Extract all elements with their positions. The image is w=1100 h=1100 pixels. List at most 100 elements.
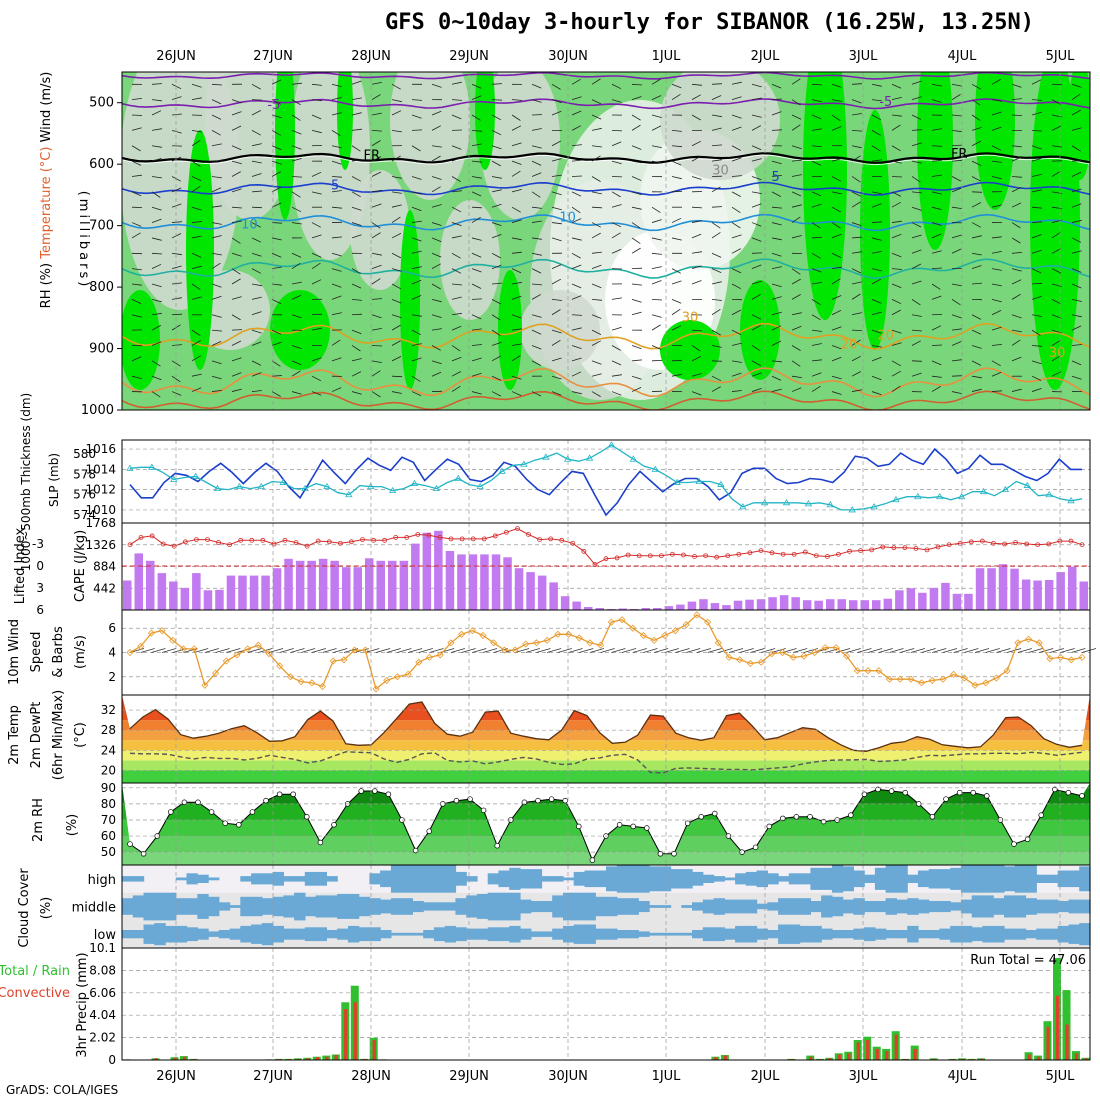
wind-barb: [131, 283, 142, 286]
wind-barb: [871, 203, 882, 208]
rh-moist-region: [975, 72, 1015, 210]
wind-barb: [851, 83, 863, 85]
wind-barb: [1028, 648, 1043, 653]
wind-barb: [871, 278, 881, 285]
wind-barb: [911, 372, 922, 377]
wind-barb: [311, 191, 322, 195]
wind-barb: [771, 98, 783, 101]
wind-barb: [491, 160, 501, 167]
wind-barb: [251, 360, 262, 366]
wind-speed-point: [950, 670, 958, 678]
cloud-cell: [595, 928, 607, 940]
wind-barb: [536, 648, 551, 653]
rh-point: [970, 789, 976, 796]
wind-barb: [351, 145, 361, 152]
wind-barb: [211, 99, 222, 105]
cloud-cell: [208, 896, 220, 917]
date-label-top: 29JUN: [449, 49, 489, 64]
wind-barb: [991, 204, 1002, 208]
wind-unit-label: (m/s): [73, 635, 88, 669]
rh-point: [807, 814, 813, 820]
cloud-cell: [433, 927, 446, 942]
date-label-bottom: 30JUN: [548, 1069, 588, 1084]
lifted-index-point: [503, 529, 509, 535]
cloud-cell: [724, 899, 736, 914]
rh-point: [902, 789, 908, 796]
rh-mask: [122, 783, 1090, 861]
wind-barb: [461, 648, 476, 653]
wind-barb: [531, 314, 542, 318]
wind-barb: [1071, 375, 1082, 380]
wind-barb: [611, 129, 623, 132]
wind-barb: [631, 247, 641, 254]
y-tick-label: 800: [89, 280, 114, 295]
precip-convective-bar: [961, 1058, 965, 1060]
wind-barb: [811, 236, 823, 239]
wind-barb: [1031, 129, 1043, 132]
wind-barb: [171, 252, 182, 256]
wind-speed-point: [158, 627, 166, 635]
wind-barb: [251, 206, 263, 209]
wind-barb: [131, 160, 142, 166]
wind-barb: [951, 248, 962, 254]
dewpt-axis-label: 2m DewPt: [29, 702, 44, 769]
wind-barb: [191, 296, 202, 300]
wind-barb: [731, 114, 742, 119]
lifted-index-point: [526, 532, 531, 537]
cloud-cell: [1047, 899, 1059, 914]
lifted-index-point: [758, 548, 764, 553]
wind-barb: [226, 648, 241, 653]
wind-barb: [311, 375, 322, 382]
rh-point: [888, 788, 895, 794]
wind-barb: [751, 158, 762, 162]
wind-barb: [311, 357, 322, 362]
wind-barb: [351, 222, 362, 226]
wind-barb: [851, 339, 861, 346]
wind-barb: [271, 360, 281, 367]
cloud-cell: [412, 865, 424, 893]
wind-speed-point: [1024, 635, 1033, 643]
wind-speed-point: [575, 634, 583, 642]
wind-barb: [671, 83, 682, 89]
wind-barb: [491, 130, 502, 136]
wind-barb: [451, 268, 462, 274]
cloud-cell: [917, 930, 930, 939]
thickness-point: [717, 480, 725, 487]
wind-barb: [631, 96, 642, 101]
wind-speed-point: [564, 630, 573, 638]
rh-band: [122, 836, 1090, 853]
wind-barb: [891, 191, 902, 197]
wind-barb: [391, 375, 403, 378]
wind-barb: [711, 83, 723, 85]
wind-barb: [1031, 329, 1041, 336]
wind-barb: [631, 311, 642, 316]
wind-barb: [191, 340, 201, 346]
cloud-cell: [530, 931, 543, 937]
cloud-cell: [606, 866, 618, 892]
wind-barb: [760, 648, 776, 653]
wind-barb: [491, 99, 503, 101]
thickness-point: [914, 492, 922, 500]
wind-barb: [271, 391, 281, 397]
wind-barb: [971, 202, 981, 208]
rh-point: [372, 788, 378, 794]
wind-barb: [771, 360, 783, 363]
cloud-cell: [444, 902, 457, 911]
cloud-cell: [799, 925, 811, 943]
wind-barb: [511, 251, 522, 254]
cloud-cell: [541, 876, 553, 882]
cape-bar: [422, 532, 432, 610]
cape-bar: [860, 600, 869, 610]
wind-barb: [931, 233, 942, 239]
wind-barb: [831, 158, 842, 162]
wind-barb: [231, 111, 242, 116]
cloud-cell: [606, 928, 618, 940]
cloud-cell: [487, 927, 500, 942]
cloud-cell: [982, 865, 994, 893]
wind-barb: [331, 206, 343, 209]
cloud-cell: [778, 924, 790, 944]
wind-barb: [1071, 188, 1082, 193]
wind-barb: [771, 160, 782, 165]
cape-bar: [284, 558, 293, 610]
cloud-cell: [423, 865, 435, 893]
